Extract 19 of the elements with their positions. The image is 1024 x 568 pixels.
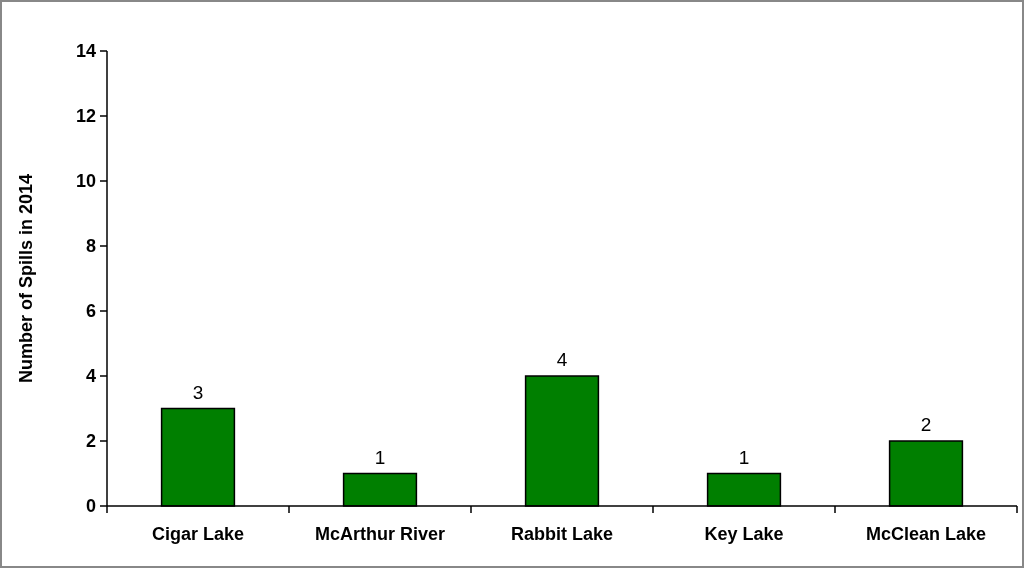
y-tick-label: 10	[75, 171, 96, 192]
x-tick-label: McArthur River	[314, 524, 446, 544]
y-tick-label: 8	[85, 236, 96, 257]
x-tick-label: Key Lake	[704, 524, 784, 544]
x-tick-label: Rabbit Lake	[510, 524, 614, 544]
x-tick-label: McClean Lake	[865, 524, 987, 544]
data-label: 1	[738, 446, 750, 468]
y-axis-title: Number of Spills in 2014	[16, 173, 36, 384]
data-label: 3	[192, 381, 204, 403]
y-tick-label: 6	[85, 301, 96, 322]
data-label: 2	[920, 414, 932, 435]
data-label: 1	[374, 446, 386, 468]
y-tick-label: 14	[75, 41, 96, 62]
y-tick-label: 12	[75, 106, 96, 127]
y-tick-label: 4	[85, 366, 96, 387]
data-label: 4	[556, 349, 568, 370]
y-tick-label: 0	[85, 496, 96, 517]
y-tick-label: 2	[85, 431, 96, 452]
x-tick-label: Cigar Lake	[151, 524, 245, 544]
